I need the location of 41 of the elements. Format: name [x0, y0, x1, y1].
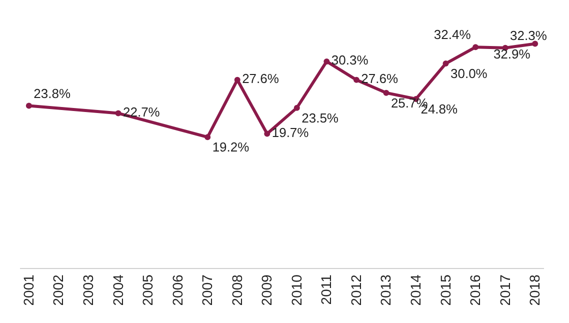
- point: [264, 130, 270, 137]
- x-tick-label: 2005: [140, 274, 156, 306]
- x-tick-label: 2011: [318, 274, 334, 305]
- x-tick-label: 2006: [169, 274, 186, 306]
- data-label: 19.7%: [272, 124, 310, 140]
- point: [204, 134, 211, 140]
- data-label: 32.9%: [493, 46, 531, 62]
- x-tick-label: 2017: [496, 274, 513, 306]
- x-tick-label: 2016: [467, 274, 484, 306]
- point: [532, 40, 538, 47]
- x-tick-label: 2007: [199, 274, 216, 306]
- point: [472, 44, 479, 50]
- x-tick-label: 2009: [258, 274, 275, 306]
- x-tick-label: 2004: [110, 274, 126, 306]
- data-label: 27.6%: [361, 71, 398, 86]
- data-label: 23.5%: [302, 110, 339, 126]
- x-tick-label: 2003: [80, 274, 96, 306]
- x-tick-label: 2014: [408, 274, 424, 306]
- point: [383, 90, 390, 96]
- data-label: 30.3%: [331, 52, 369, 68]
- data-label: 23.8%: [34, 86, 71, 101]
- x-tick-label: 2001: [20, 274, 36, 306]
- point: [324, 58, 330, 64]
- x-tick-label: 2013: [378, 274, 394, 306]
- x-tick-label: 2015: [437, 274, 454, 306]
- x-tick-label: 2010: [288, 274, 304, 306]
- point: [353, 76, 360, 83]
- data-label: 22.7%: [123, 104, 160, 120]
- data-label: 30.0%: [450, 66, 488, 82]
- data-label: 32.4%: [434, 27, 472, 42]
- point: [294, 104, 300, 111]
- point: [442, 60, 449, 67]
- data-label: 19.2%: [212, 140, 250, 155]
- x-tick-label: 2008: [228, 274, 245, 306]
- x-tick-label: 2018: [526, 274, 543, 306]
- data-label: 32.3%: [510, 28, 548, 43]
- x-tick-label: 2002: [50, 274, 66, 306]
- data-label: 27.6%: [242, 71, 280, 86]
- point: [115, 110, 122, 116]
- point: [26, 102, 32, 109]
- x-tick-label: 2012: [348, 274, 364, 306]
